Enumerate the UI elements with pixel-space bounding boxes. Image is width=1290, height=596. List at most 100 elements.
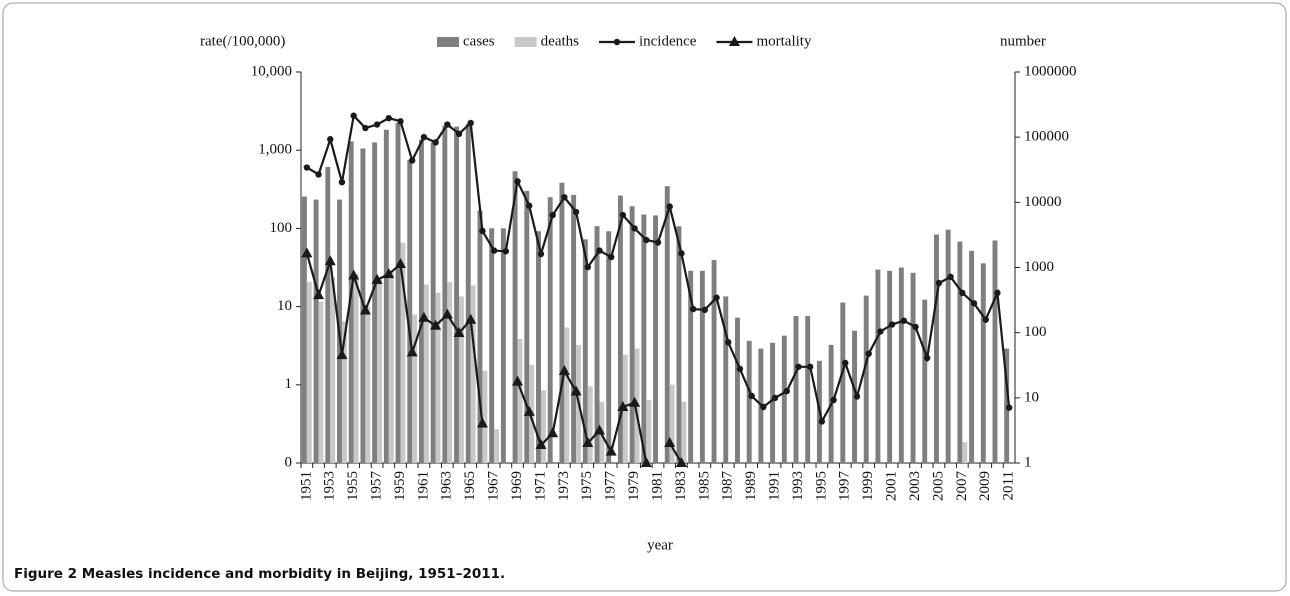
bar bbox=[423, 284, 429, 463]
marker bbox=[959, 289, 966, 297]
x-tick-label: 1999 bbox=[860, 471, 876, 501]
x-tick-label: 1961 bbox=[415, 471, 431, 501]
marker bbox=[301, 247, 313, 258]
bar bbox=[353, 273, 359, 463]
legend-label: incidence bbox=[639, 33, 697, 49]
marker bbox=[664, 437, 676, 448]
marker bbox=[795, 363, 802, 370]
marker bbox=[842, 359, 849, 367]
x-tick-label: 1963 bbox=[439, 471, 455, 501]
marker bbox=[371, 273, 383, 284]
caption: Figure 2 Measles incidence and morbidity… bbox=[14, 566, 505, 582]
x-tick-label: 1951 bbox=[298, 471, 314, 501]
bar bbox=[536, 231, 541, 463]
marker bbox=[313, 289, 325, 300]
marker bbox=[675, 457, 687, 467]
x-tick-label: 1975 bbox=[579, 471, 595, 501]
marker bbox=[373, 121, 381, 128]
bar bbox=[489, 228, 495, 463]
marker bbox=[865, 350, 872, 357]
x-tick-label: 1955 bbox=[345, 471, 361, 501]
bar bbox=[664, 186, 670, 463]
bar bbox=[770, 342, 776, 463]
marker bbox=[490, 247, 498, 254]
marker bbox=[523, 405, 535, 416]
x-tick-label: 1991 bbox=[766, 471, 782, 501]
bar bbox=[922, 299, 928, 463]
legend-swatch bbox=[437, 37, 459, 47]
y2-tick-label: 100000 bbox=[1024, 129, 1069, 145]
y-tick-label: 1 bbox=[285, 376, 293, 392]
x-axis-title: year bbox=[647, 537, 673, 553]
y-tick-label: 1,000 bbox=[258, 142, 292, 158]
marker bbox=[362, 124, 369, 132]
marker bbox=[315, 171, 322, 178]
legend-item: mortality bbox=[716, 33, 812, 49]
marker bbox=[877, 328, 884, 335]
bar bbox=[465, 123, 471, 464]
bar bbox=[372, 142, 378, 464]
marker bbox=[596, 247, 603, 254]
marker bbox=[725, 339, 732, 346]
marker bbox=[476, 417, 488, 428]
bar bbox=[447, 281, 453, 463]
marker bbox=[512, 375, 524, 386]
bar bbox=[934, 234, 939, 463]
x-tick-label: 1993 bbox=[790, 471, 806, 501]
marker bbox=[760, 403, 767, 411]
bar bbox=[500, 228, 506, 463]
y2-tick-label: 10000 bbox=[1024, 194, 1062, 210]
marker bbox=[526, 202, 533, 209]
marker bbox=[888, 321, 896, 328]
bar bbox=[547, 197, 553, 464]
marker bbox=[406, 346, 418, 357]
legend-item: deaths bbox=[514, 33, 579, 49]
bar bbox=[325, 166, 331, 463]
bar bbox=[430, 142, 436, 464]
bar bbox=[418, 139, 424, 463]
bar bbox=[383, 129, 389, 463]
x-tick-label: 2001 bbox=[884, 471, 900, 501]
marker bbox=[853, 393, 861, 400]
y-tick-label: 10,000 bbox=[251, 63, 292, 79]
marker bbox=[678, 250, 685, 257]
marker bbox=[570, 385, 582, 396]
marker bbox=[348, 269, 360, 280]
x-tick-label: 1957 bbox=[369, 471, 385, 502]
marker bbox=[994, 289, 1001, 297]
bar bbox=[962, 442, 968, 463]
bar bbox=[564, 327, 570, 463]
bar bbox=[571, 194, 577, 463]
x-tick-label: 1983 bbox=[673, 471, 689, 501]
bar bbox=[969, 250, 975, 463]
bar bbox=[306, 281, 312, 463]
bar bbox=[688, 270, 694, 463]
y2-tick-label: 1 bbox=[1024, 454, 1032, 470]
bar bbox=[454, 126, 460, 463]
x-tick-label: 1959 bbox=[392, 471, 408, 501]
bar bbox=[669, 384, 675, 463]
marker bbox=[970, 300, 978, 307]
bar bbox=[524, 190, 530, 464]
x-tick-label: 1973 bbox=[556, 471, 572, 501]
marker bbox=[444, 121, 451, 128]
legend-marker bbox=[613, 38, 621, 46]
bar bbox=[407, 159, 413, 463]
marker bbox=[818, 418, 826, 425]
marker bbox=[549, 211, 556, 219]
bar bbox=[945, 229, 951, 463]
bar bbox=[330, 277, 336, 463]
marker bbox=[924, 354, 931, 362]
marker bbox=[900, 317, 908, 324]
marker bbox=[736, 365, 744, 373]
bar bbox=[587, 386, 593, 463]
bar bbox=[646, 399, 652, 463]
marker bbox=[561, 194, 568, 201]
bar bbox=[477, 210, 483, 463]
marker bbox=[619, 211, 627, 219]
bar bbox=[711, 260, 717, 463]
y2-tick-label: 1000 bbox=[1024, 259, 1054, 275]
bar bbox=[617, 195, 623, 463]
x-tick-label: 2009 bbox=[977, 471, 993, 501]
